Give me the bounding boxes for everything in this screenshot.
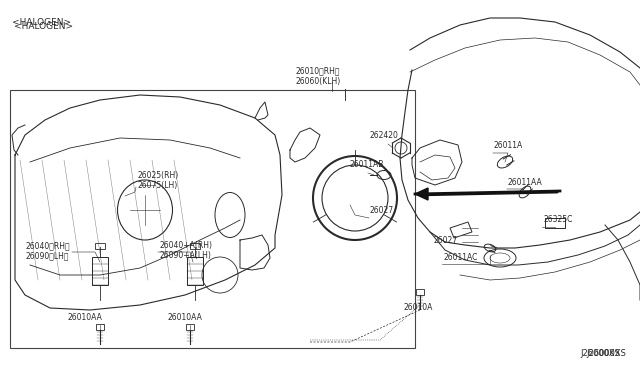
Text: 26010【RH】: 26010【RH】 — [295, 66, 339, 75]
Text: 26027: 26027 — [370, 206, 394, 215]
Text: 26040+A(RH): 26040+A(RH) — [160, 241, 213, 250]
Text: 26325C: 26325C — [543, 215, 572, 224]
Text: 26075(LH): 26075(LH) — [137, 181, 177, 190]
Text: 26040【RH】: 26040【RH】 — [25, 241, 70, 250]
Text: 26010A: 26010A — [404, 303, 433, 312]
Text: 26011AA: 26011AA — [508, 178, 543, 187]
Text: J26000XS: J26000XS — [580, 349, 620, 358]
Text: 26027: 26027 — [433, 236, 457, 245]
Bar — [545, 218, 565, 228]
Text: 26090【LH】: 26090【LH】 — [25, 251, 68, 260]
Text: 26025(RH): 26025(RH) — [137, 171, 179, 180]
Text: 262420: 262420 — [370, 131, 399, 140]
Text: 26010AA: 26010AA — [168, 313, 203, 322]
Text: <HALOGEN>: <HALOGEN> — [12, 18, 71, 27]
Bar — [92, 257, 108, 285]
Text: 26060(KLH): 26060(KLH) — [295, 77, 340, 86]
Text: 26011A: 26011A — [494, 141, 524, 150]
Bar — [416, 289, 424, 295]
Bar — [96, 324, 104, 330]
Bar — [10, 90, 415, 348]
Text: 26011AB: 26011AB — [350, 160, 385, 169]
Text: 26090+A(LH): 26090+A(LH) — [160, 251, 212, 260]
Polygon shape — [415, 188, 428, 200]
Bar — [190, 243, 200, 249]
Text: 26010AA: 26010AA — [68, 313, 103, 322]
Text: <HALOGEN>: <HALOGEN> — [14, 22, 73, 31]
Bar — [186, 324, 194, 330]
Bar — [95, 243, 105, 249]
Text: 26011AC: 26011AC — [443, 253, 477, 262]
Text: J26000XS: J26000XS — [586, 349, 626, 358]
Bar — [187, 257, 203, 285]
